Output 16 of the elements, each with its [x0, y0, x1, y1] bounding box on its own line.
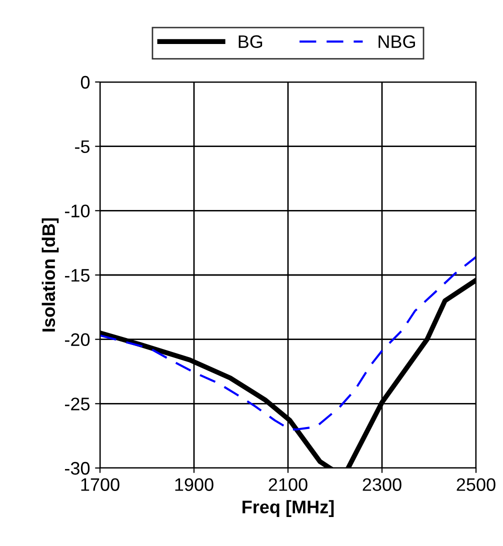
x-tick-label: 2100	[268, 478, 308, 491]
y-axis-title: Isolation [dB]	[42, 218, 59, 332]
y-tick-label: -15	[64, 269, 90, 282]
y-tick-label: 0	[80, 76, 90, 89]
x-axis-title: Freq [MHz]	[242, 500, 334, 517]
x-tick-label: 2300	[362, 478, 402, 491]
x-tick-label: 1700	[81, 478, 120, 491]
y-tick-label: -25	[64, 398, 90, 410]
x-tick-label: 1900	[175, 478, 214, 491]
y-tick-label: -10	[64, 204, 90, 218]
x-tick-label: 2500	[456, 478, 496, 491]
legend-label: BG	[238, 35, 262, 48]
legend-label: NBG	[378, 35, 415, 48]
y-tick-label: -5	[75, 140, 90, 154]
y-tick-label: -20	[64, 333, 90, 346]
y-tick-label: -30	[64, 462, 90, 475]
